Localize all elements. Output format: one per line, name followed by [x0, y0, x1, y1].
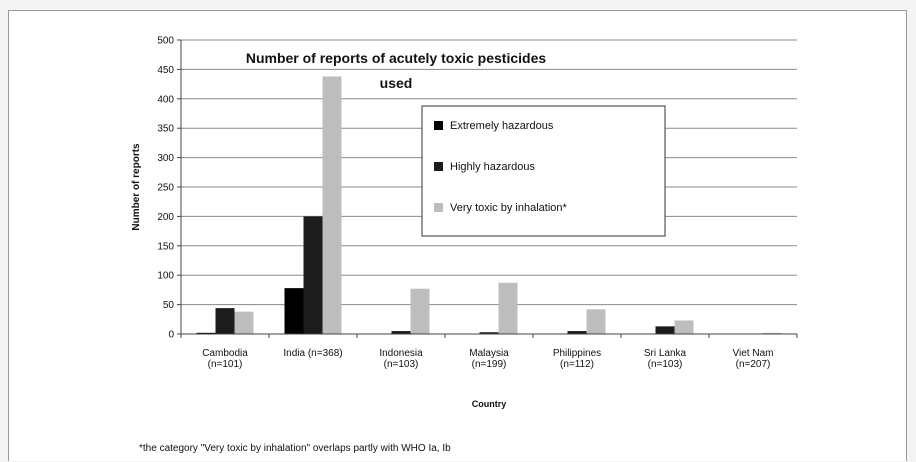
bar: [303, 216, 323, 334]
x-tick-label: Viet Nam: [733, 348, 774, 359]
footnote: *the category "Very toxic by inhalation"…: [139, 443, 451, 454]
bar: [215, 308, 235, 334]
y-tick-label: 100: [157, 271, 174, 282]
bar: [196, 332, 216, 334]
bar: [234, 311, 254, 334]
x-tick-label: (n=101): [208, 359, 243, 370]
y-tick-label: 150: [157, 241, 174, 252]
x-tick-label: Cambodia: [202, 348, 248, 359]
x-tick-label: (n=199): [472, 359, 507, 370]
legend-label: Highly hazardous: [450, 161, 535, 173]
y-axis-title: Number of reports: [131, 143, 142, 231]
y-tick-label: 450: [157, 65, 174, 76]
chart-title-line-2: used: [380, 75, 413, 91]
bar: [567, 331, 587, 334]
x-tick-label: Indonesia: [379, 348, 423, 359]
legend-label: Very toxic by inhalation*: [450, 202, 568, 214]
legend-swatch: [434, 162, 443, 171]
chart-frame: 0 50 100 150 200 250 300 350 400 450 500 Cambodia (n…: [8, 10, 907, 461]
x-tick-label: (n=112): [560, 359, 594, 370]
x-tick-label: India (n=368): [283, 348, 342, 359]
bar: [284, 288, 304, 334]
legend-label: Extremely hazardous: [450, 120, 554, 132]
bar: [655, 326, 675, 334]
bar: [498, 282, 518, 334]
legend-box: [421, 105, 666, 237]
bar: [391, 331, 411, 334]
y-tick-label: 500: [157, 36, 174, 47]
x-tick-label: (n=207): [736, 359, 771, 370]
x-tick-label: Philippines: [553, 348, 601, 359]
y-tick-label: 400: [157, 94, 174, 105]
y-tick-label: 200: [157, 212, 174, 223]
x-tick-label: (n=103): [648, 359, 683, 370]
y-tick-label: 0: [168, 330, 174, 341]
bar: [762, 332, 782, 334]
y-tick-label: 250: [157, 183, 174, 194]
bar: [322, 76, 342, 335]
chart-title-line-1: Number of reports of acutely toxic pesti…: [246, 50, 547, 66]
y-tick-label: 350: [157, 124, 174, 135]
bar: [479, 332, 499, 334]
legend-swatch: [434, 203, 443, 212]
bar: [586, 309, 606, 334]
y-tick-label: 50: [163, 300, 175, 311]
bar-chart: 050100150200250300350400450500Cambodia(n…: [131, 36, 798, 409]
y-tick-label: 300: [157, 153, 174, 164]
legend-swatch: [434, 121, 443, 130]
x-tick-label: Sri Lanka: [644, 348, 687, 359]
bar: [674, 320, 694, 334]
x-axis-title: Country: [472, 399, 507, 409]
x-tick-label: Malaysia: [469, 348, 509, 359]
x-tick-label: (n=103): [384, 359, 419, 370]
bar: [410, 288, 430, 334]
